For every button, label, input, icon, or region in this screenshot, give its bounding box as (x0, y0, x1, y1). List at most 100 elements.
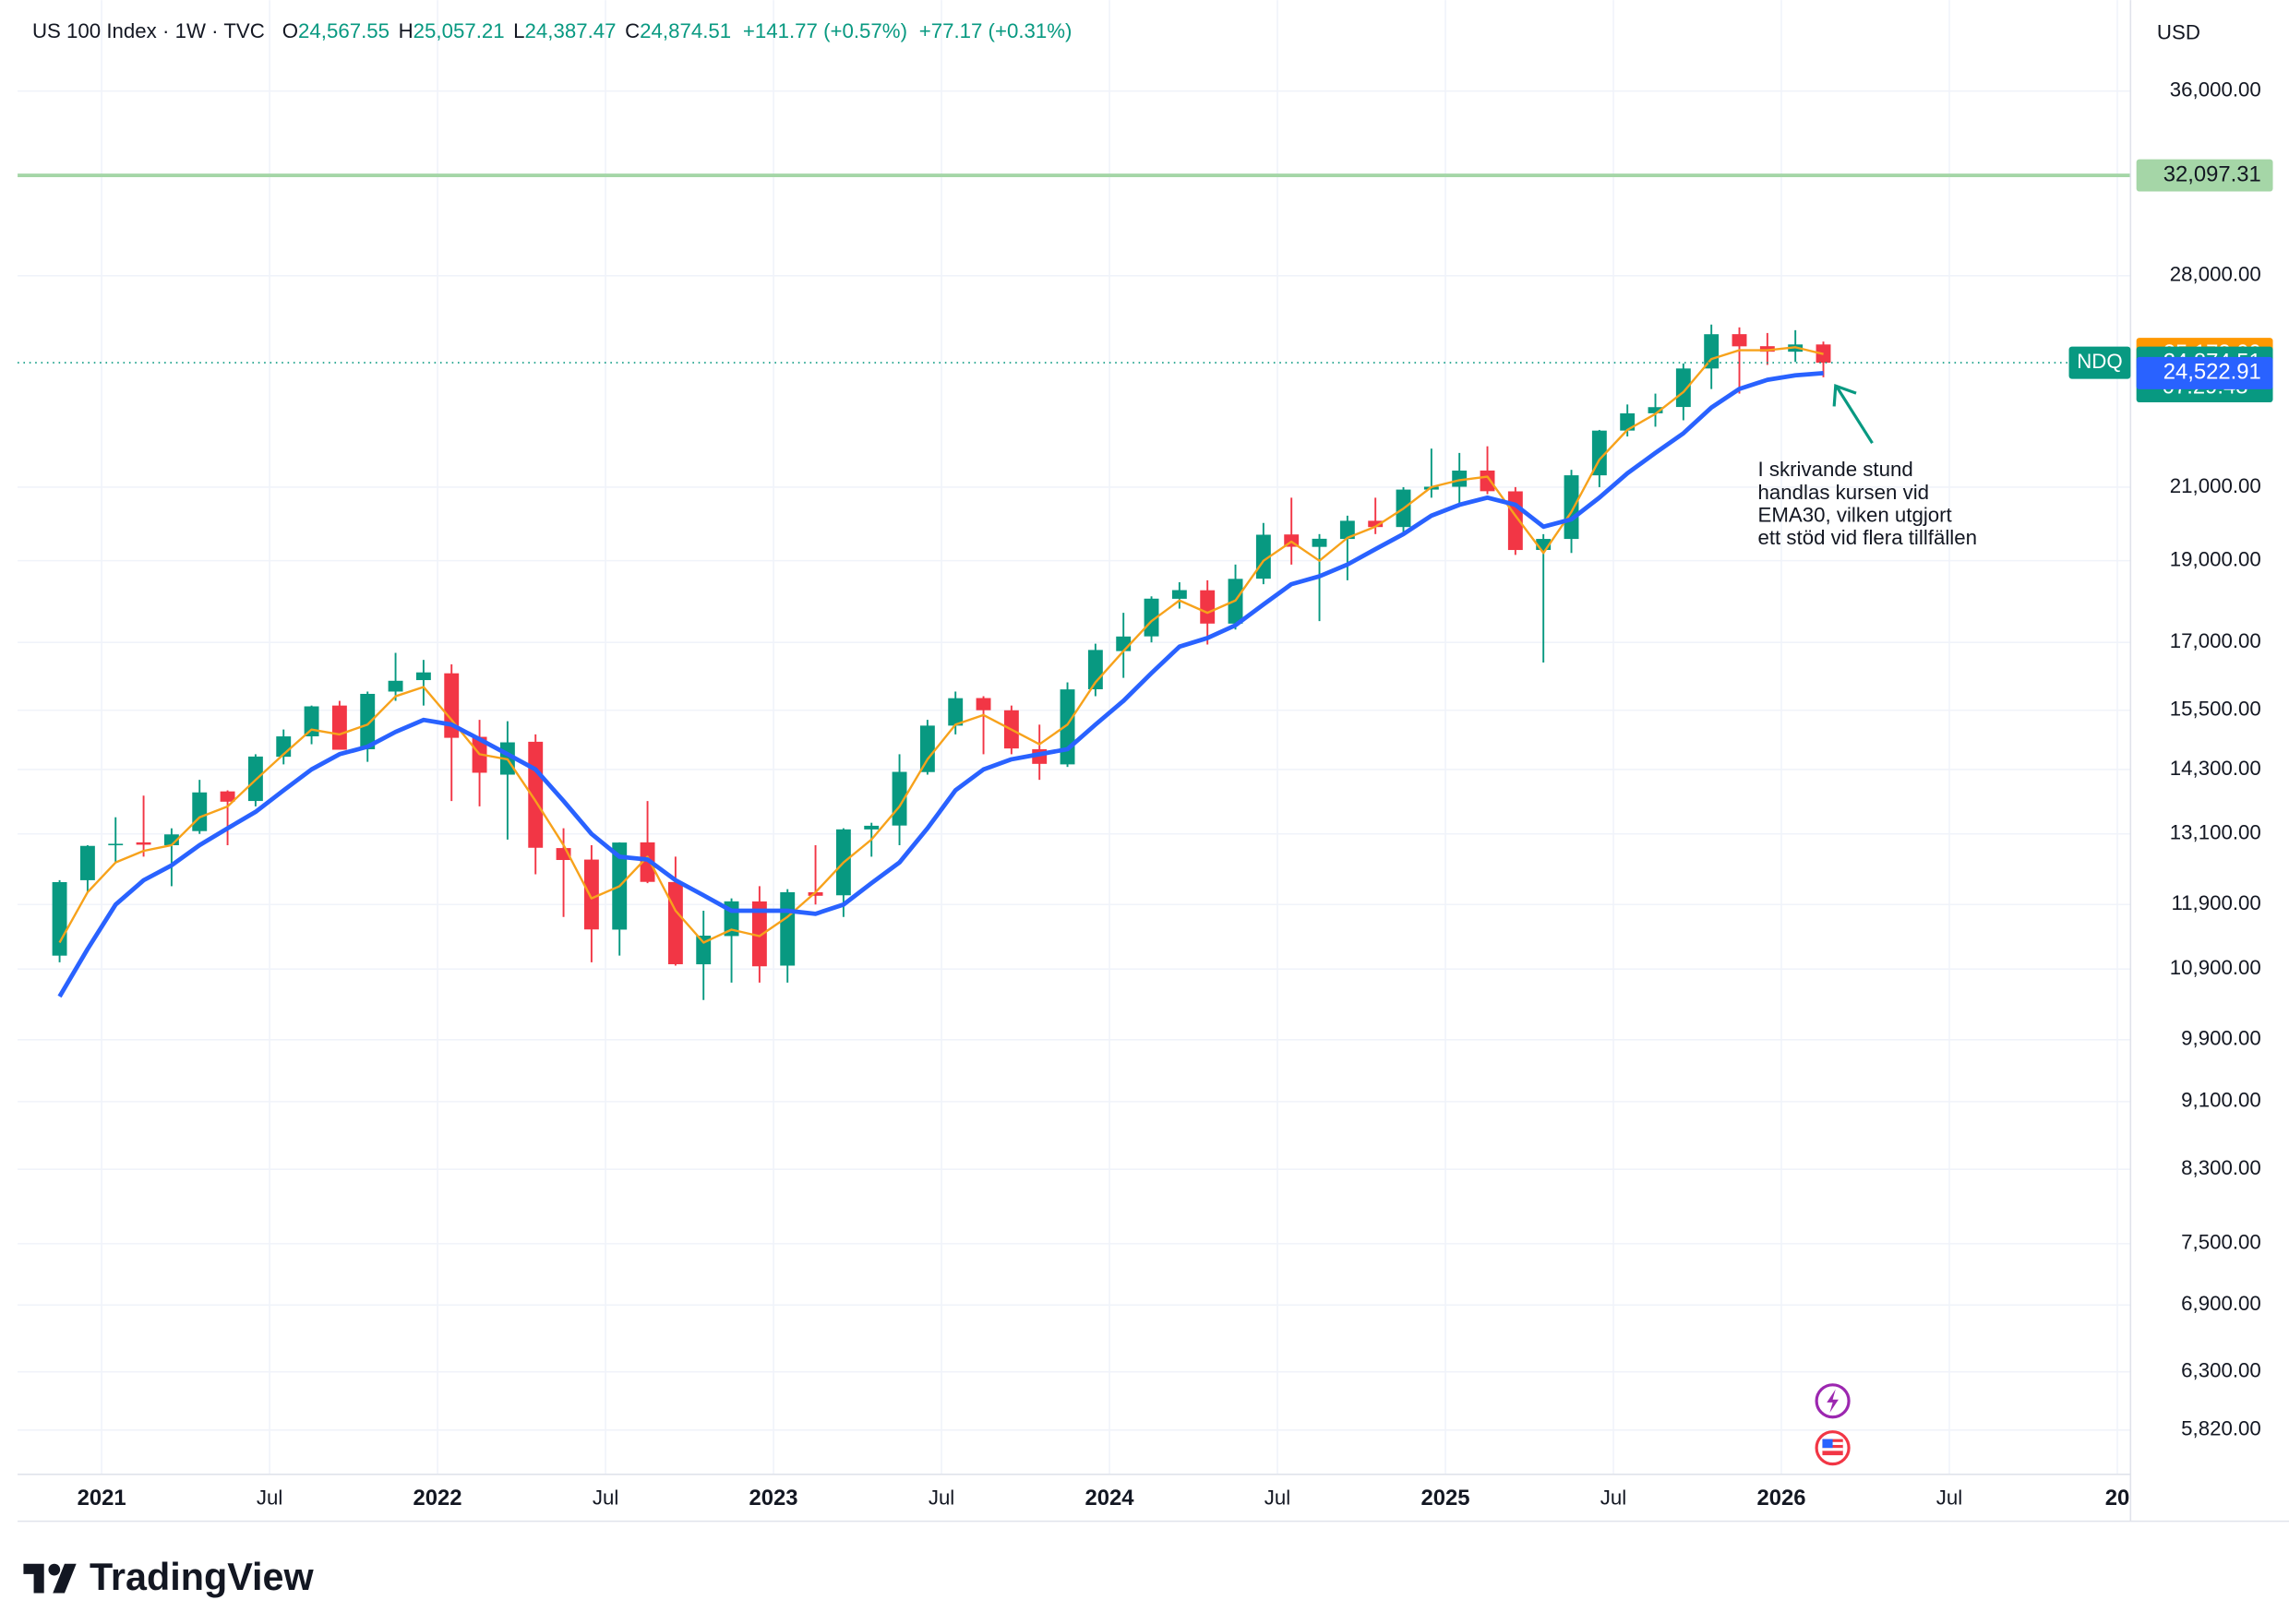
symbol-badge (2068, 346, 2131, 379)
x-tick-label: Jul (257, 1487, 282, 1510)
x-tick-label: Jul (593, 1487, 618, 1510)
x-tick-label: Jul (1264, 1487, 1290, 1510)
ohlc-label: L (513, 19, 524, 42)
candle-body (163, 834, 179, 845)
y-tick-label: 7,500.00 (2181, 1231, 2261, 1254)
price-badge (2136, 356, 2273, 389)
candle-body (1759, 346, 1775, 352)
ema-line (57, 370, 1824, 998)
y-tick-label: 36,000.00 (2170, 78, 2261, 102)
candle-body (667, 881, 683, 964)
candle-body (304, 706, 319, 737)
y-tick-label: 6,300.00 (2181, 1359, 2261, 1382)
candle-body (388, 680, 403, 692)
ohlc-value: 25,057.21 (413, 19, 505, 42)
x-tick-label: 20 (2105, 1486, 2130, 1511)
candle-body (1480, 470, 1495, 492)
candle-body (919, 725, 935, 772)
annotation-line: handlas kursen vid (1758, 481, 1930, 504)
ohlc-value: 24,567.55 (298, 19, 389, 42)
annotation-line: I skrivande stund (1758, 458, 1913, 481)
candle-body (108, 843, 124, 846)
ohlc-label: H (399, 19, 413, 42)
candle-body (136, 842, 151, 845)
price-line-label: 32,097.31 (2163, 161, 2261, 186)
candle-body (1171, 590, 1187, 599)
candle-body (444, 673, 460, 738)
x-tick-label: 2021 (78, 1486, 126, 1511)
candle-body (780, 891, 796, 966)
candle-body (415, 672, 431, 681)
y-tick-label: 19,000.00 (2170, 548, 2261, 571)
candle-body (948, 698, 964, 726)
candle-body (331, 705, 347, 750)
candle-body (220, 791, 235, 802)
annotation-arrow (1832, 383, 1874, 445)
candle-body (1732, 334, 1747, 347)
y-tick-label: 5,820.00 (2181, 1417, 2261, 1440)
y-tick-label: 6,900.00 (2181, 1292, 2261, 1315)
candle-body (696, 936, 712, 965)
candle-body (1339, 520, 1355, 540)
x-tick-label: 2026 (1757, 1486, 1806, 1511)
x-tick-label: Jul (929, 1487, 954, 1510)
ohlc-value: 24,387.47 (525, 19, 617, 42)
candle-body (864, 825, 880, 830)
y-tick-label: 17,000.00 (2170, 629, 2261, 652)
y-tick-label: 11,900.00 (2171, 891, 2260, 914)
currency[interactable]: USD (2157, 21, 2200, 44)
x-tick-label: 2025 (1421, 1486, 1470, 1511)
y-tick-label: 9,900.00 (2181, 1027, 2261, 1050)
logo[interactable]: TradingView (23, 1556, 315, 1598)
candle-body (583, 859, 599, 930)
event-icons (1815, 1383, 1851, 1466)
candle-body (1675, 368, 1691, 408)
y-tick-label: 28,000.00 (2170, 263, 2261, 286)
candle-body (1452, 471, 1468, 487)
candle-body (1564, 475, 1579, 540)
change: +141.77 (+0.57%) (743, 19, 907, 42)
price-badge-label: 24,522.91 (2163, 360, 2261, 385)
ohlc-value: 24,874.51 (640, 19, 731, 42)
symbol-label: NDQ (2077, 350, 2122, 373)
legend-header: US 100 Index · 1W · TVC O24,567.55 H25,05… (32, 19, 1073, 42)
candle-body (1200, 590, 1216, 624)
annotation-line: ett stöd vid flera tillfällen (1758, 526, 1977, 549)
y-tick-label: 8,300.00 (2181, 1156, 2261, 1179)
candle-body (751, 901, 767, 967)
x-tick-label: Jul (1936, 1487, 1962, 1510)
x-tick-label: 2024 (1085, 1486, 1135, 1511)
y-tick-label: 13,100.00 (2170, 821, 2261, 844)
y-tick-label: 21,000.00 (2170, 474, 2261, 497)
y-tick-label: 10,900.00 (2170, 956, 2261, 979)
candle-body (1312, 538, 1327, 547)
candle-body (1648, 407, 1663, 413)
y-tick-label: 14,300.00 (2170, 757, 2261, 780)
logo-mark (23, 1563, 44, 1594)
candle-body (1368, 520, 1384, 528)
ohlc-label: C (625, 19, 640, 42)
candle-body (1144, 598, 1159, 637)
ohlc-label: O (282, 19, 298, 42)
price-line-badge (2136, 159, 2273, 192)
logo-mark (48, 1563, 61, 1576)
candle-body (360, 693, 376, 749)
x-tick-label: Jul (1600, 1487, 1626, 1510)
symbol-title: US 100 Index · 1W · TVC (32, 19, 265, 42)
annotation-line: EMA30, vilken utgjort (1758, 504, 1953, 527)
price-scale: 36,000.00 28,000.00 21,000.00 19,000.00 17,0… (78, 78, 2273, 1511)
candle-body (976, 698, 991, 710)
candle-body (1116, 636, 1132, 651)
logo-text: TradingView (90, 1556, 315, 1598)
y-tick-label: 9,100.00 (2181, 1089, 2261, 1112)
candle-body (1704, 334, 1720, 369)
y-tick-label: 15,500.00 (2170, 698, 2261, 721)
candle-body (808, 891, 823, 896)
ema-line (58, 346, 1824, 944)
change: +77.17 (+0.31%) (919, 19, 1073, 42)
logo-mark (53, 1563, 77, 1594)
